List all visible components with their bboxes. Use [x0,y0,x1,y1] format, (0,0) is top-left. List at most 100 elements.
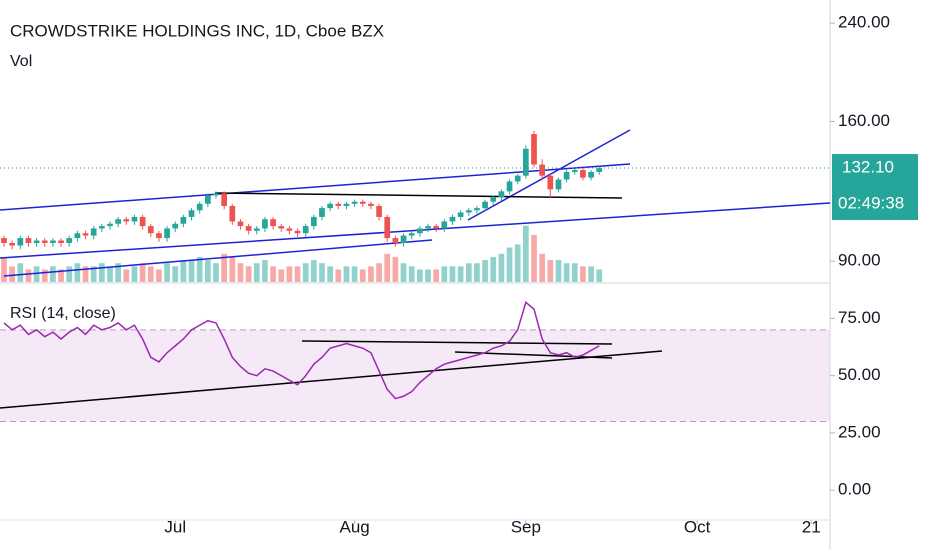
y-tick-label: 0.00 [838,480,871,499]
candle-body [245,226,252,231]
volume-bar [580,266,586,282]
volume-label: Vol [10,53,32,70]
volume-bar [278,269,285,282]
volume-bar [547,260,554,282]
y-tick-label: 75.00 [838,308,881,327]
volume-bar [41,269,48,282]
y-tick-label: 160.00 [838,111,890,130]
candle-body [196,203,203,211]
volume-bar [376,263,382,282]
volume-bar [98,263,105,282]
volume-bar [335,269,342,282]
candle-body [1,238,7,243]
candle-body [376,205,382,217]
candle-body [188,210,195,217]
candle-body [531,133,537,165]
x-tick-label: 21 [802,517,821,536]
candle-body [139,216,146,227]
volume-bar [596,269,603,282]
candle-body [392,238,399,243]
volume-bar [204,260,211,282]
candle-body [400,235,407,243]
volume-bar [156,269,162,282]
volume-bar [384,253,391,282]
panes [0,225,830,422]
y-tick-label: 240.00 [838,13,890,32]
volume-bar [131,266,138,282]
candle-body [147,226,154,234]
volume-bar [563,263,570,282]
candle-body [523,148,529,176]
chart-title: CROWDSTRIKE HOLDINGS INC, 1D, Cboe BZX [10,21,384,40]
volume-bar [172,266,179,282]
candle-body [33,240,40,243]
volume-bar [82,266,89,282]
candle-body [465,210,472,213]
candle-body [547,175,554,190]
candle-body [237,221,244,227]
volume-bar [188,260,195,282]
candle-body [319,208,325,217]
volume-bar [514,244,521,282]
rsi-line [3,301,600,400]
candle-body [343,203,350,206]
volume-bar [74,263,81,282]
rsi-band [0,329,830,422]
candle-body [441,221,448,229]
candle-body [580,170,586,178]
candle-body [335,203,342,206]
candle-body [204,195,211,204]
volume-bar [368,266,374,282]
candle-body [506,181,513,192]
candle-body [294,230,301,234]
volume-bar [58,269,64,282]
volume-bar [164,263,170,282]
trendline [301,340,613,345]
volume-bar [400,263,407,282]
volume-bar [531,235,537,282]
candle-body [416,228,423,234]
volume-bar [123,269,130,282]
candle-body [123,219,130,222]
candle-body [58,240,64,243]
candle-body [107,223,113,227]
volume-bar [351,266,358,282]
volume-bar [147,266,154,282]
candle-body [310,216,317,227]
volume-bar [294,266,301,282]
candle-body [50,240,56,243]
candle-body [41,240,48,243]
candle-body [449,216,456,222]
trendline [0,350,663,409]
volume-bar [457,266,464,282]
x-tick-label: Jul [164,517,186,536]
volume-bar [416,269,423,282]
candle-body [74,233,81,239]
volume-bar [539,253,546,282]
volume-bar [221,253,228,282]
volume-bar [588,266,594,282]
rsi-label: RSI (14, close) [10,305,116,322]
countdown: 02:49:38 [838,194,904,213]
x-tick-label: Aug [339,517,369,536]
candle-body [9,242,16,246]
candle-body [262,219,268,229]
volume-bar [449,266,456,282]
candle-body [115,219,122,224]
last-price-box [832,154,918,221]
candle-body [588,171,594,178]
volume-bar [506,247,513,282]
candle-body [131,216,138,222]
candle-body [571,170,578,172]
volume-bar [229,256,236,282]
volume-bar [245,266,252,282]
candle-body [425,226,431,229]
candle-body [433,226,440,229]
candle-body [180,216,187,224]
candle-body [90,228,97,236]
candle-body [172,223,179,229]
volume-bar [302,263,309,282]
volume-bar [270,266,276,282]
